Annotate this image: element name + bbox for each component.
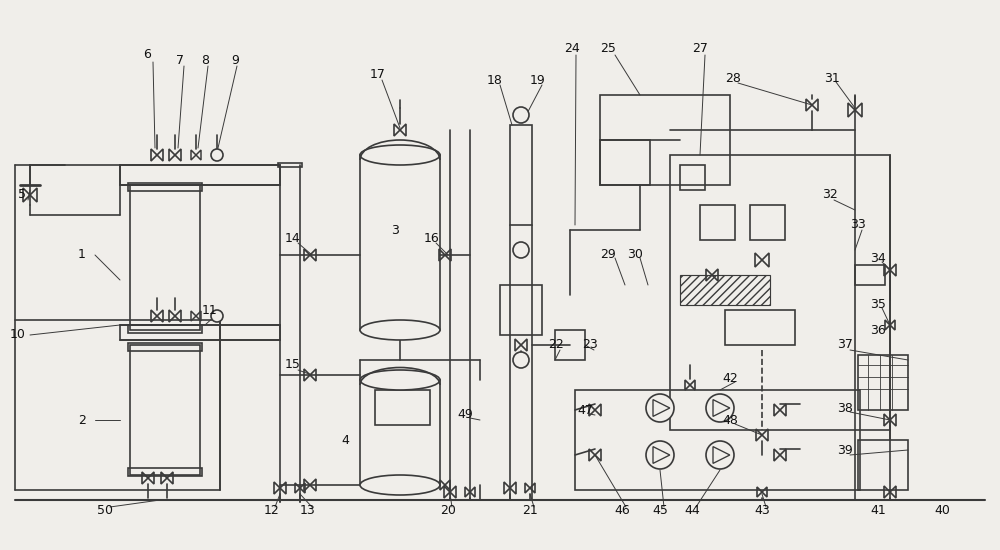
Bar xyxy=(120,325,280,340)
Bar xyxy=(500,285,542,335)
Bar xyxy=(128,343,202,351)
Bar xyxy=(130,345,200,475)
Bar xyxy=(725,310,795,345)
Circle shape xyxy=(211,310,223,322)
Ellipse shape xyxy=(360,370,440,390)
Text: 47: 47 xyxy=(577,404,593,416)
Text: 50: 50 xyxy=(97,503,113,516)
Text: 21: 21 xyxy=(522,503,538,516)
Bar xyxy=(858,355,908,410)
Text: 37: 37 xyxy=(837,338,853,351)
Bar xyxy=(858,440,908,490)
Text: 30: 30 xyxy=(627,249,643,261)
Bar xyxy=(375,390,430,425)
Bar xyxy=(575,390,860,490)
Text: 31: 31 xyxy=(824,72,840,85)
Bar xyxy=(680,165,705,190)
Text: 34: 34 xyxy=(870,251,886,265)
Text: 43: 43 xyxy=(754,503,770,516)
Text: 17: 17 xyxy=(370,69,386,81)
Text: 22: 22 xyxy=(548,338,564,351)
Text: 45: 45 xyxy=(652,503,668,516)
Text: 3: 3 xyxy=(391,223,399,236)
Bar xyxy=(700,205,735,240)
Bar xyxy=(750,205,785,240)
Text: 25: 25 xyxy=(600,41,616,54)
Text: 12: 12 xyxy=(264,503,280,516)
Bar xyxy=(120,165,280,185)
Bar xyxy=(600,95,730,185)
Ellipse shape xyxy=(360,475,440,495)
Text: 1: 1 xyxy=(78,249,86,261)
Text: 14: 14 xyxy=(285,232,301,245)
Text: 13: 13 xyxy=(300,503,316,516)
Circle shape xyxy=(646,394,674,422)
Bar xyxy=(128,325,202,333)
Bar xyxy=(680,275,770,305)
Circle shape xyxy=(646,441,674,469)
Text: 38: 38 xyxy=(837,402,853,415)
Text: 11: 11 xyxy=(202,304,218,316)
Circle shape xyxy=(513,107,529,123)
Text: 27: 27 xyxy=(692,41,708,54)
Text: 42: 42 xyxy=(722,371,738,384)
Text: 6: 6 xyxy=(143,48,151,62)
Bar xyxy=(555,330,585,360)
Bar xyxy=(510,125,532,225)
Text: 18: 18 xyxy=(487,74,503,86)
Text: 29: 29 xyxy=(600,249,616,261)
Text: 36: 36 xyxy=(870,323,886,337)
Text: 32: 32 xyxy=(822,189,838,201)
Text: 23: 23 xyxy=(582,338,598,351)
Text: 40: 40 xyxy=(934,503,950,516)
Text: 7: 7 xyxy=(176,53,184,67)
Text: 35: 35 xyxy=(870,299,886,311)
Text: 24: 24 xyxy=(564,41,580,54)
Text: 28: 28 xyxy=(725,72,741,85)
Bar xyxy=(128,183,202,191)
Text: 44: 44 xyxy=(684,503,700,516)
Bar xyxy=(670,155,890,430)
Bar xyxy=(600,140,650,185)
Bar xyxy=(855,265,885,285)
Text: 10: 10 xyxy=(10,328,26,342)
Text: 19: 19 xyxy=(530,74,546,86)
Circle shape xyxy=(706,394,734,422)
Bar xyxy=(130,185,200,330)
Bar xyxy=(278,163,302,167)
Text: 4: 4 xyxy=(341,433,349,447)
Text: 39: 39 xyxy=(837,443,853,456)
Circle shape xyxy=(706,441,734,469)
Bar xyxy=(360,380,440,485)
Text: 5: 5 xyxy=(18,189,26,201)
Text: 46: 46 xyxy=(614,503,630,516)
Text: 16: 16 xyxy=(424,232,440,245)
Bar xyxy=(360,155,440,330)
Text: 33: 33 xyxy=(850,218,866,232)
Text: 9: 9 xyxy=(231,53,239,67)
Bar xyxy=(128,468,202,476)
Text: 15: 15 xyxy=(285,359,301,371)
Text: 41: 41 xyxy=(870,503,886,516)
Circle shape xyxy=(513,352,529,368)
Text: 49: 49 xyxy=(457,409,473,421)
Ellipse shape xyxy=(360,320,440,340)
Ellipse shape xyxy=(360,145,440,165)
Circle shape xyxy=(513,242,529,258)
Text: 20: 20 xyxy=(440,503,456,516)
Text: 8: 8 xyxy=(201,53,209,67)
Text: 48: 48 xyxy=(722,414,738,426)
Text: 2: 2 xyxy=(78,414,86,426)
Circle shape xyxy=(211,149,223,161)
